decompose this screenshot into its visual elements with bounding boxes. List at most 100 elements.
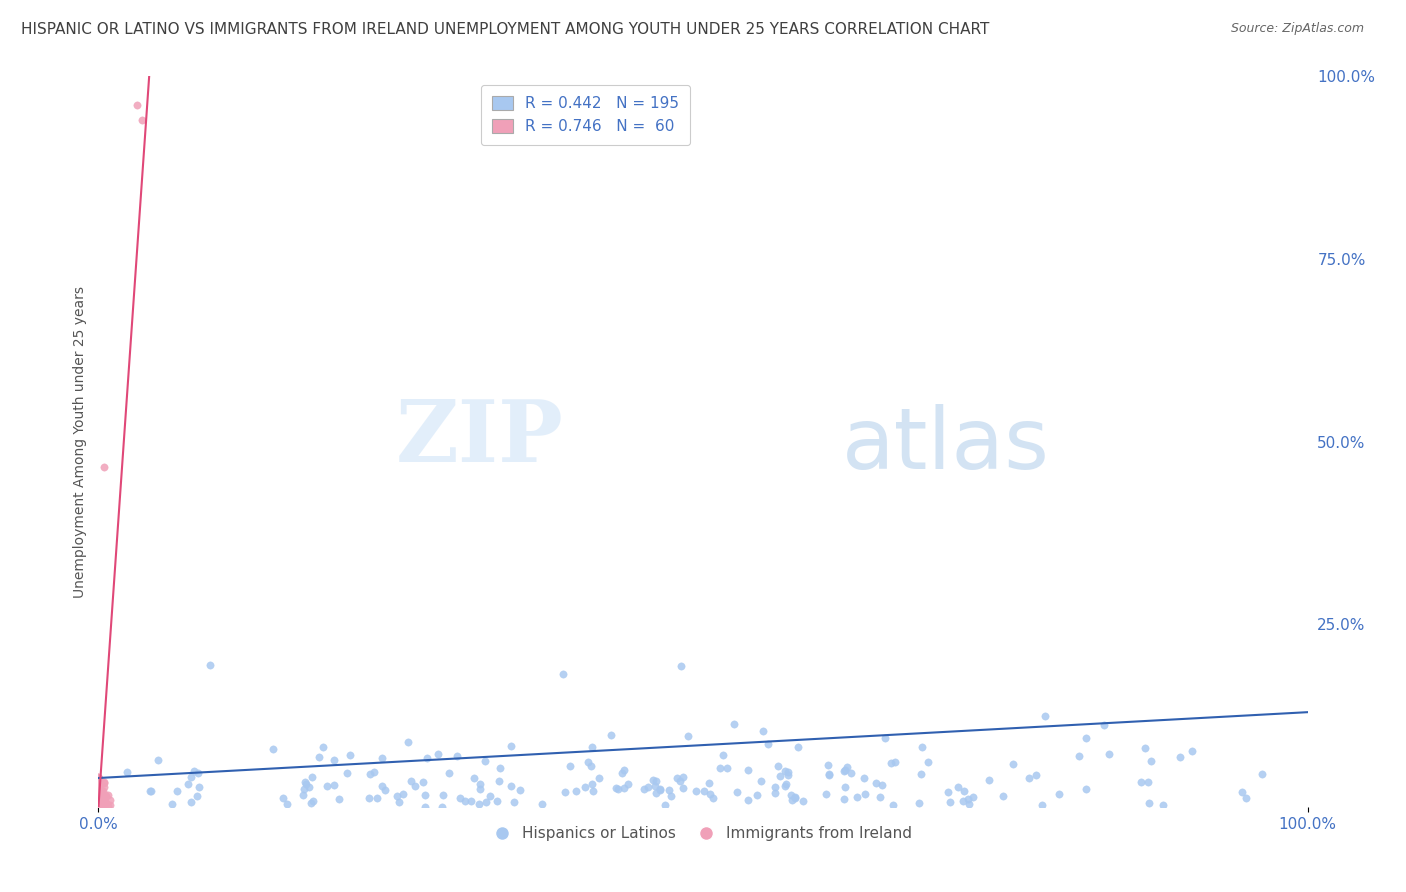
Point — [737, 793, 759, 807]
Point — [359, 767, 381, 781]
Point — [322, 753, 344, 767]
Point — [839, 765, 862, 780]
Point — [91, 789, 114, 804]
Point — [669, 774, 692, 789]
Point — [93, 791, 115, 805]
Point — [177, 777, 200, 791]
Point — [363, 764, 385, 779]
Point — [391, 787, 413, 801]
Point — [834, 780, 856, 794]
Point — [917, 756, 939, 770]
Point — [773, 764, 796, 779]
Point — [952, 793, 974, 807]
Point — [294, 775, 316, 789]
Point — [93, 780, 115, 794]
Point — [359, 790, 381, 805]
Point — [323, 778, 346, 792]
Point — [90, 783, 112, 797]
Point — [98, 793, 121, 807]
Point — [882, 797, 904, 812]
Point — [991, 789, 1014, 803]
Point — [582, 784, 605, 798]
Point — [769, 769, 792, 783]
Point — [783, 791, 806, 805]
Point — [374, 783, 396, 797]
Point — [412, 775, 434, 789]
Point — [160, 797, 183, 812]
Point — [449, 790, 471, 805]
Point — [97, 788, 120, 802]
Point — [87, 795, 110, 809]
Point — [1033, 708, 1056, 723]
Point — [749, 774, 772, 789]
Point — [90, 794, 112, 808]
Point — [957, 797, 980, 812]
Point — [187, 780, 209, 794]
Point — [90, 790, 112, 805]
Point — [308, 749, 330, 764]
Point — [89, 790, 111, 805]
Point — [671, 658, 693, 673]
Point — [756, 737, 779, 751]
Point — [401, 773, 423, 788]
Point — [910, 767, 932, 781]
Y-axis label: Unemployment Among Youth under 25 years: Unemployment Among Youth under 25 years — [73, 285, 87, 598]
Point — [485, 794, 508, 808]
Point — [711, 748, 734, 763]
Point — [773, 779, 796, 793]
Point — [977, 772, 1000, 787]
Point — [1098, 747, 1121, 761]
Point — [131, 112, 153, 127]
Point — [301, 796, 323, 810]
Point — [936, 784, 959, 798]
Point — [470, 782, 492, 797]
Point — [90, 800, 112, 814]
Point — [366, 791, 388, 805]
Point — [605, 780, 627, 795]
Point — [956, 792, 979, 806]
Point — [723, 716, 745, 731]
Point — [93, 460, 115, 475]
Point — [271, 790, 294, 805]
Point — [139, 784, 162, 798]
Point — [468, 797, 491, 811]
Point — [1139, 796, 1161, 810]
Point — [93, 796, 115, 810]
Point — [564, 784, 586, 798]
Point — [316, 779, 339, 793]
Point — [685, 784, 707, 798]
Point — [907, 796, 929, 810]
Point — [588, 771, 610, 785]
Point — [697, 776, 720, 790]
Point — [90, 789, 112, 804]
Point — [776, 768, 799, 782]
Point — [499, 739, 522, 753]
Point — [89, 797, 111, 811]
Point — [87, 797, 110, 812]
Text: Source: ZipAtlas.com: Source: ZipAtlas.com — [1230, 22, 1364, 36]
Point — [1232, 784, 1254, 798]
Point — [463, 771, 485, 785]
Point — [301, 770, 323, 784]
Point — [298, 780, 321, 795]
Point — [817, 758, 839, 772]
Point — [792, 795, 814, 809]
Point — [1018, 772, 1040, 786]
Point — [186, 789, 208, 804]
Point — [328, 792, 350, 806]
Point — [93, 791, 115, 805]
Point — [880, 756, 903, 771]
Point — [292, 788, 315, 802]
Point — [709, 761, 731, 775]
Point — [659, 789, 682, 803]
Point — [1250, 767, 1272, 781]
Point — [292, 782, 315, 797]
Point — [672, 770, 695, 784]
Point — [845, 789, 868, 804]
Point — [91, 797, 114, 812]
Point — [752, 724, 775, 739]
Point — [90, 785, 112, 799]
Point — [644, 779, 666, 793]
Point — [437, 766, 460, 780]
Point — [558, 759, 581, 773]
